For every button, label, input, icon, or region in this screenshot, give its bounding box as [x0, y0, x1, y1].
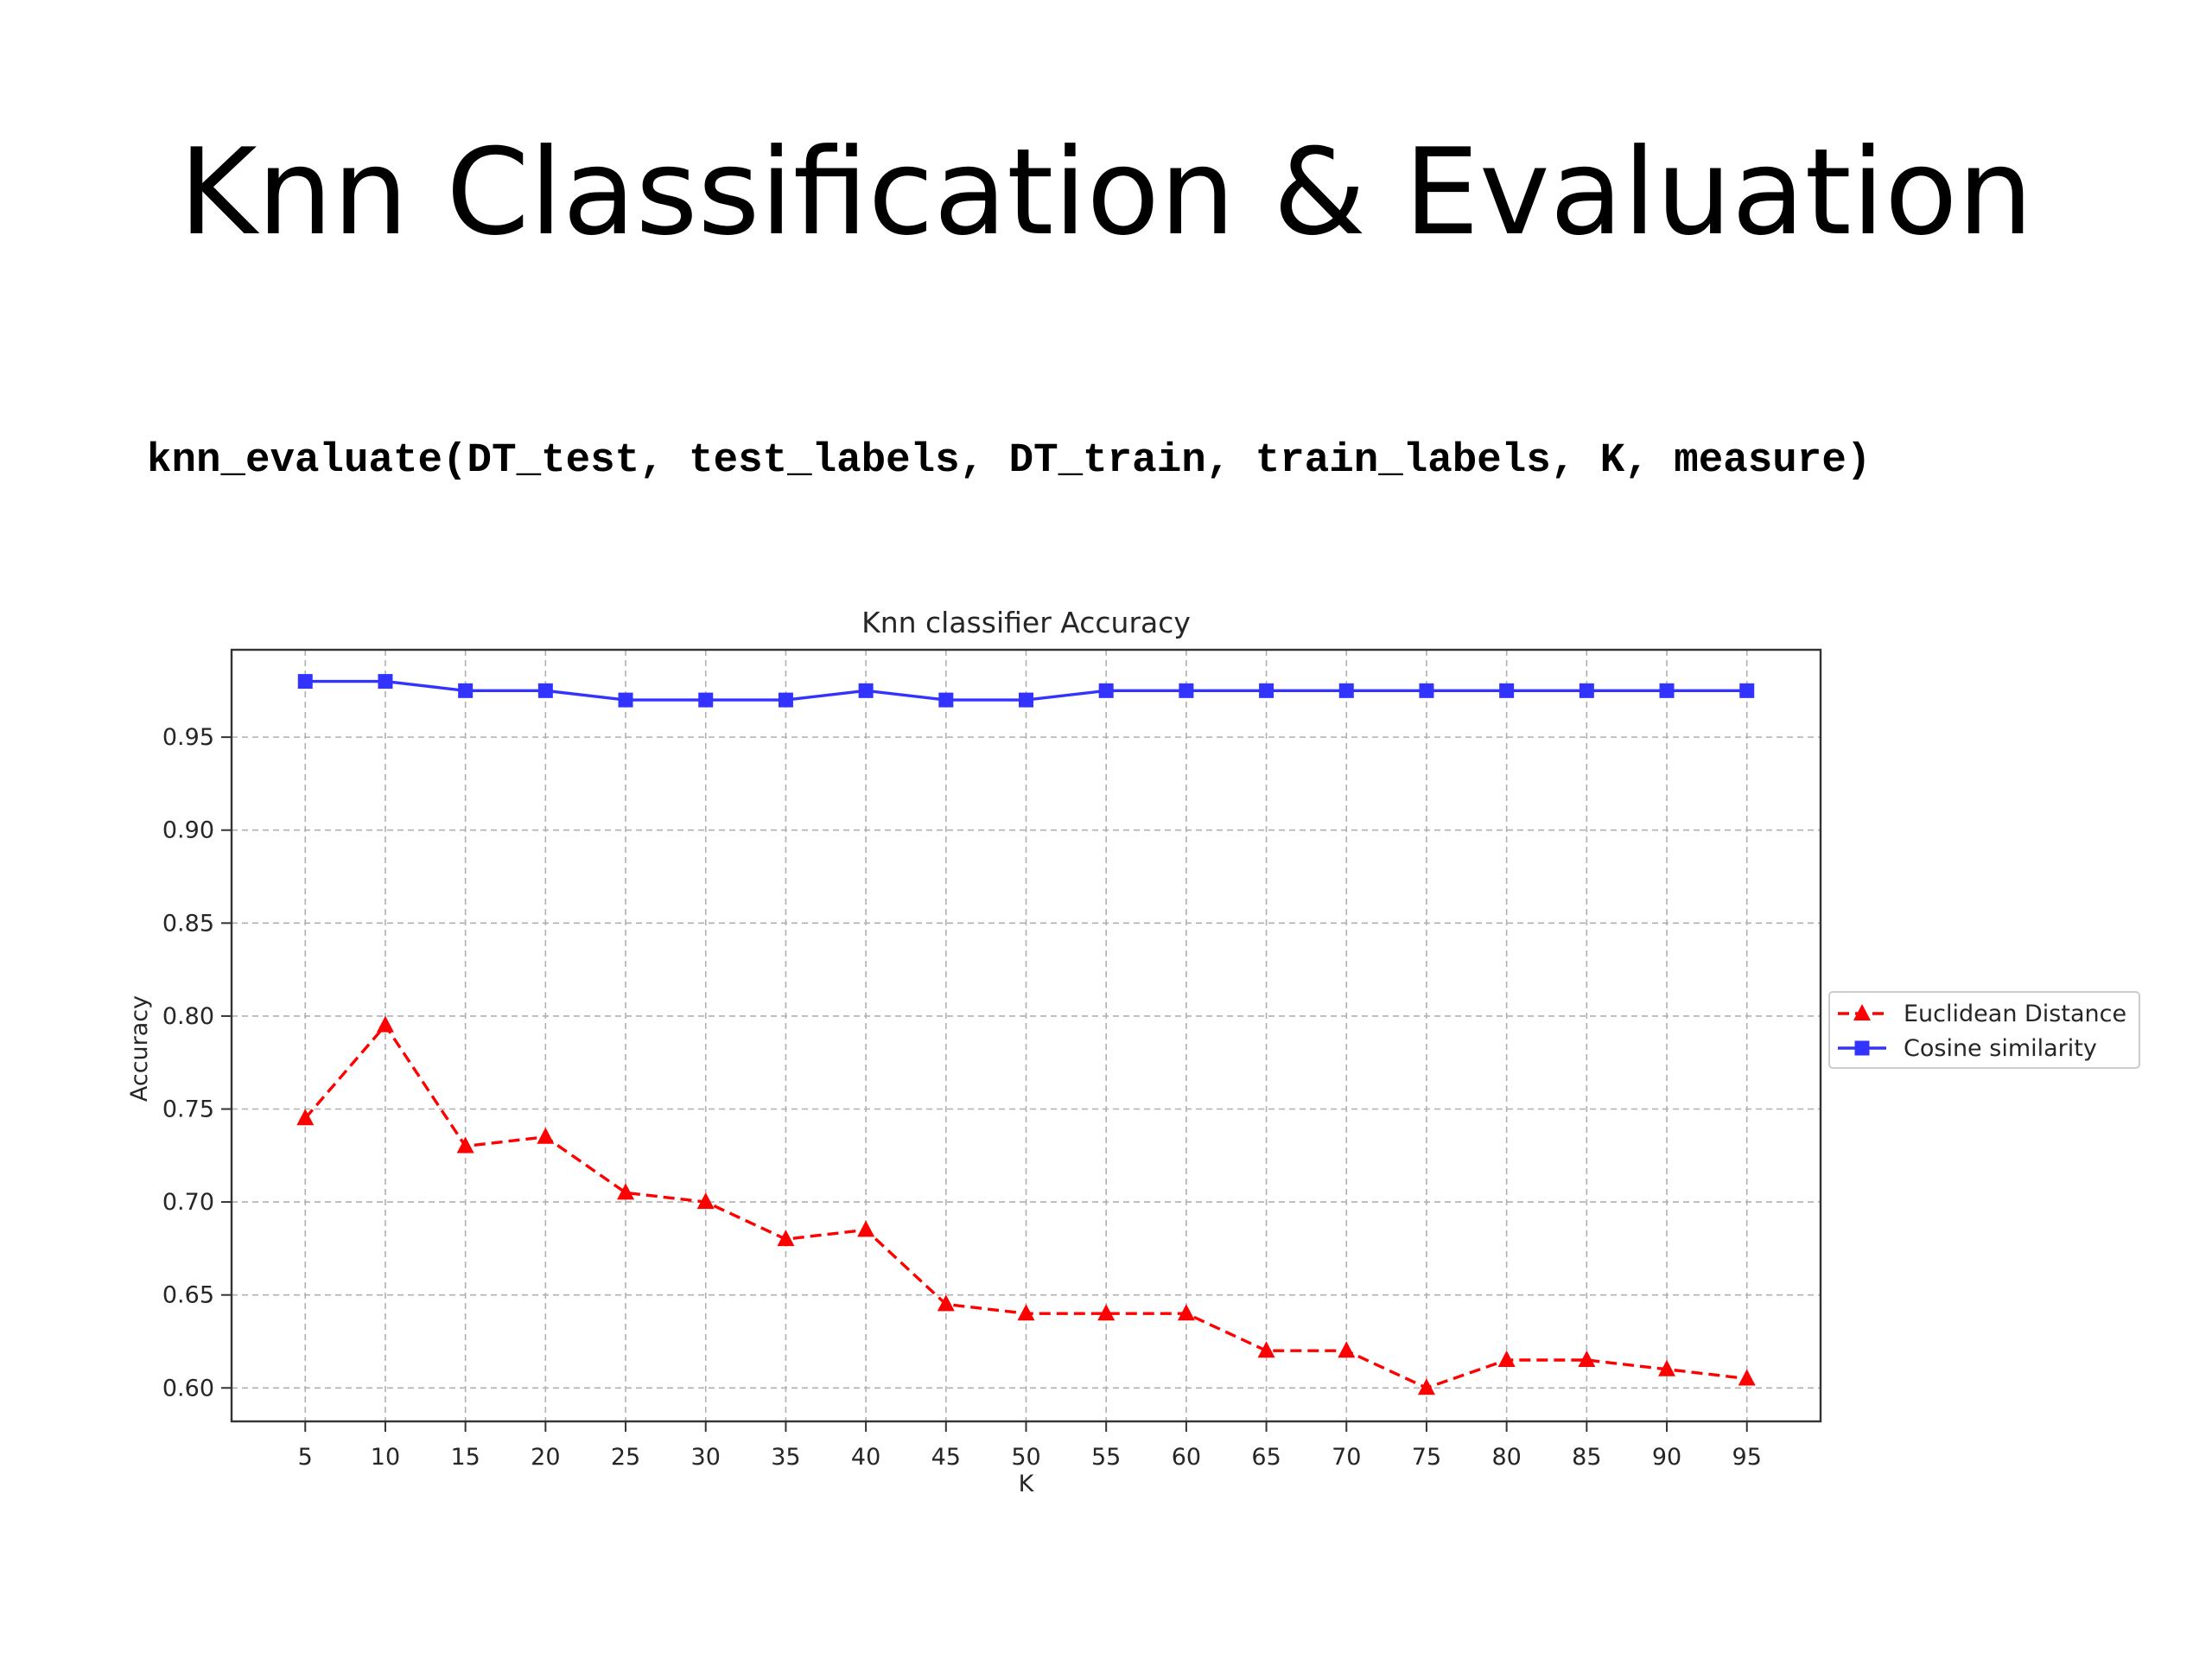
x-tick-label: 20: [531, 1444, 560, 1471]
x-tick-label: 85: [1572, 1444, 1601, 1471]
x-tick-label: 75: [1412, 1444, 1441, 1471]
data-point: [698, 692, 714, 708]
x-tick-label: 35: [771, 1444, 800, 1471]
data-point: [1579, 683, 1594, 698]
data-point: [617, 1183, 635, 1200]
y-tick-label: 0.75: [162, 1096, 214, 1122]
data-point: [1017, 1304, 1035, 1321]
legend-marker: [1854, 1040, 1870, 1056]
data-point: [1417, 1378, 1435, 1395]
data-point: [537, 683, 553, 698]
x-tick-label: 5: [298, 1444, 313, 1471]
data-point: [777, 1230, 795, 1247]
data-point: [1497, 1350, 1516, 1367]
legend-label: Cosine similarity: [1904, 1035, 2097, 1062]
data-point: [296, 1109, 315, 1126]
series-euclidean-distance: [296, 1015, 1756, 1395]
legend-marker: [1853, 1004, 1871, 1020]
data-point: [1179, 683, 1194, 698]
data-point: [1177, 1304, 1195, 1321]
y-axis-label: Accuracy: [126, 995, 153, 1102]
data-point: [1097, 1304, 1116, 1321]
x-tick-label: 50: [1011, 1444, 1040, 1471]
legend: Euclidean Distance Cosine similarity: [1828, 991, 2140, 1069]
data-point: [1338, 683, 1354, 698]
x-tick-label: 25: [611, 1444, 640, 1471]
function-signature: knn_evaluate(DT_test, test_labels, DT_tr…: [147, 437, 1872, 484]
x-tick-label: 90: [1652, 1444, 1681, 1471]
x-tick-label: 10: [371, 1444, 400, 1471]
x-tick-label: 55: [1091, 1444, 1121, 1471]
data-point: [1578, 1350, 1596, 1367]
data-point: [1338, 1341, 1356, 1358]
series-cosine-similarity: [297, 674, 1755, 708]
x-tick-label: 95: [1732, 1444, 1762, 1471]
data-point: [1259, 683, 1274, 698]
data-point: [778, 692, 793, 708]
data-point: [696, 1192, 715, 1210]
x-tick-label: 40: [851, 1444, 880, 1471]
data-point: [1738, 1369, 1756, 1386]
x-tick-label: 60: [1172, 1444, 1201, 1471]
y-tick-label: 0.65: [162, 1282, 214, 1309]
x-axis-label: K: [1019, 1471, 1035, 1497]
y-tick-label: 0.60: [162, 1375, 214, 1402]
legend-label: Euclidean Distance: [1904, 1001, 2126, 1027]
y-tick-label: 0.90: [162, 817, 214, 844]
x-tick-label: 15: [450, 1444, 480, 1471]
x-tick-label: 65: [1251, 1444, 1281, 1471]
chart-title: Knn classifier Accuracy: [861, 606, 1191, 639]
x-tick-label: 30: [691, 1444, 721, 1471]
data-point: [1739, 683, 1755, 698]
data-point: [378, 674, 393, 690]
data-point: [297, 674, 313, 690]
x-tick-label: 80: [1491, 1444, 1521, 1471]
data-point: [937, 1294, 955, 1312]
data-point: [1098, 683, 1114, 698]
data-point: [1257, 1341, 1275, 1358]
plot-frame: [230, 648, 1822, 1423]
data-point: [857, 1220, 875, 1237]
y-tick-label: 0.80: [162, 1003, 214, 1030]
data-point: [537, 1127, 555, 1144]
slide-title: Knn Classification & Evaluation: [179, 123, 2033, 262]
data-point: [1658, 1359, 1676, 1376]
data-point: [456, 1136, 474, 1154]
data-point: [1419, 683, 1434, 698]
data-point: [1499, 683, 1515, 698]
data-point: [858, 683, 874, 698]
legend-box: [1828, 991, 2140, 1069]
x-tick-label: 70: [1332, 1444, 1361, 1471]
y-tick-label: 0.70: [162, 1189, 214, 1216]
data-point: [458, 683, 474, 698]
y-tick-label: 0.95: [162, 724, 214, 751]
data-point: [618, 692, 633, 708]
data-point: [1659, 683, 1675, 698]
x-tick-label: 45: [931, 1444, 961, 1471]
data-point: [1019, 692, 1033, 708]
data-point: [376, 1015, 394, 1033]
y-tick-label: 0.85: [162, 910, 214, 937]
data-point: [938, 692, 954, 708]
